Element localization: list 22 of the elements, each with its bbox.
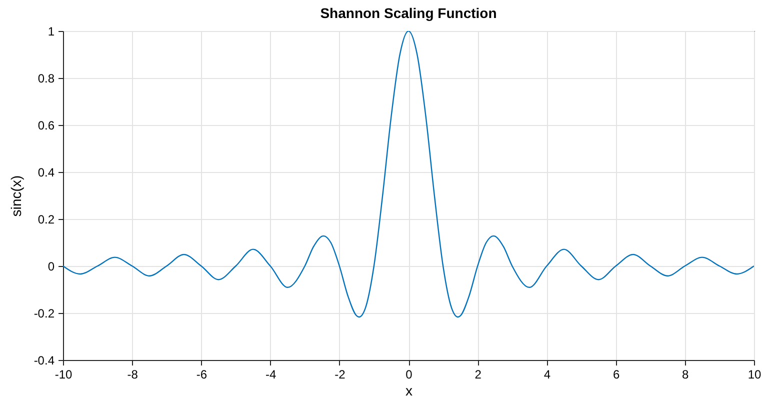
y-tick-label: 0.2: [38, 212, 55, 226]
y-tick-label: -0.4: [34, 354, 55, 368]
y-tick-label: 0.4: [38, 166, 55, 180]
y-tick-label: 0: [48, 260, 55, 274]
x-tick-label: -2: [334, 368, 346, 382]
x-tick-label: 10: [748, 368, 762, 382]
x-tick-label: 4: [544, 368, 551, 382]
x-tick-label: -8: [127, 368, 138, 382]
y-tick-label: 1: [48, 24, 55, 38]
x-tick-label: -6: [196, 368, 208, 382]
chart-title: Shannon Scaling Function: [320, 5, 497, 21]
y-axis-title: sinc(x): [8, 175, 24, 217]
x-axis-title: x: [406, 382, 412, 398]
y-tick-label: 0.6: [38, 118, 55, 132]
x-tick-label: 8: [682, 368, 690, 382]
x-tick-label: 2: [474, 368, 482, 382]
y-tick-label: -0.2: [34, 306, 55, 320]
x-tick-label: 0: [406, 368, 413, 382]
x-tick-label: 6: [612, 368, 620, 382]
y-tick-label: 0.8: [38, 72, 55, 86]
x-tick-label: -4: [265, 368, 276, 382]
x-tick-label: -10: [54, 368, 72, 382]
